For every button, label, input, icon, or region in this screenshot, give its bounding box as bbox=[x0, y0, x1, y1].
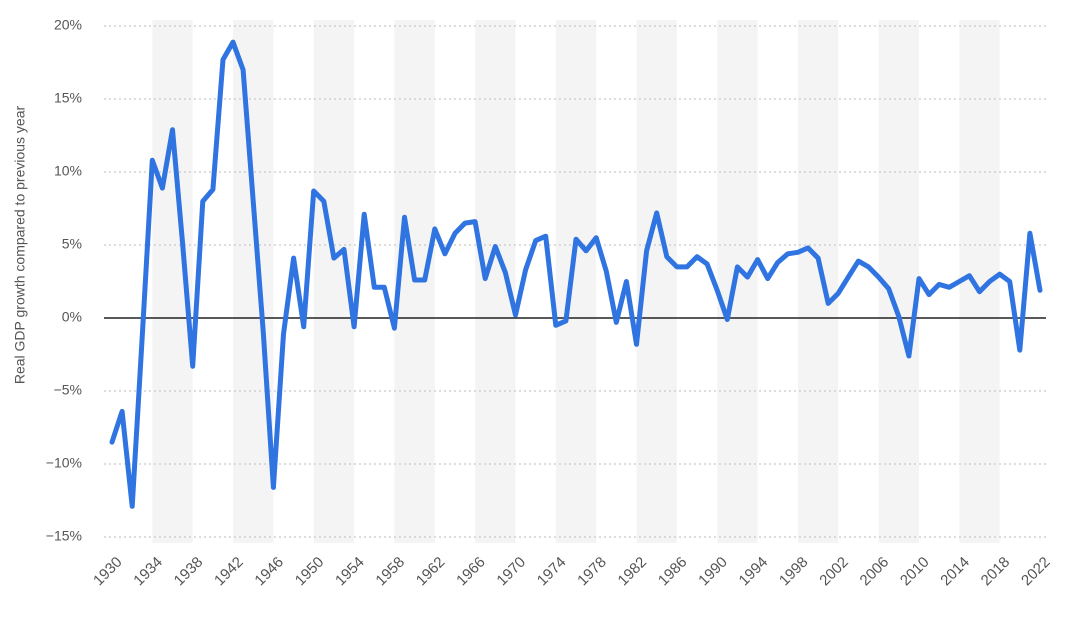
x-tick-label: 2014 bbox=[937, 554, 973, 590]
x-tick-label: 1942 bbox=[211, 554, 247, 590]
x-tick-label: 1982 bbox=[615, 554, 651, 590]
x-tick-label: 1970 bbox=[493, 554, 529, 590]
y-tick-label: 10% bbox=[54, 163, 82, 179]
x-tick-label: 2006 bbox=[857, 554, 893, 590]
x-tick-label: 1990 bbox=[695, 554, 731, 590]
x-tick-label: 2022 bbox=[1018, 554, 1054, 590]
band bbox=[555, 20, 597, 543]
band bbox=[717, 20, 758, 543]
y-axis-label: Real GDP growth compared to previous yea… bbox=[12, 106, 28, 385]
y-tick-label: 5% bbox=[62, 236, 82, 252]
data-line bbox=[109, 39, 1043, 509]
x-tick-label: 1934 bbox=[130, 554, 166, 590]
x-tick-label: 1954 bbox=[332, 554, 368, 590]
y-tick-label: 0% bbox=[62, 309, 82, 325]
x-tick-label: 1958 bbox=[372, 554, 408, 590]
x-tick-label: 1998 bbox=[776, 554, 812, 590]
band bbox=[797, 20, 839, 543]
band bbox=[233, 20, 274, 543]
x-tick-label: 2018 bbox=[978, 554, 1014, 590]
y-tick-label: −15% bbox=[46, 528, 82, 544]
bands bbox=[152, 20, 1000, 543]
x-tick-label: 2010 bbox=[897, 554, 933, 590]
x-tick-label: 1930 bbox=[90, 554, 126, 590]
y-tick-label: −5% bbox=[54, 382, 82, 398]
x-tick-label: 1966 bbox=[453, 554, 489, 590]
x-tick-label: 1974 bbox=[534, 554, 570, 590]
y-tick-label: −10% bbox=[46, 455, 82, 471]
x-tick-label: 1978 bbox=[574, 554, 610, 590]
x-tick-label: 1962 bbox=[413, 554, 449, 590]
y-tick-label: 15% bbox=[54, 90, 82, 106]
x-tick-label: 1946 bbox=[251, 554, 287, 590]
x-tick-label: 2002 bbox=[816, 554, 852, 590]
x-tick-label: 1994 bbox=[736, 554, 772, 590]
x-tick-label: 1950 bbox=[292, 554, 328, 590]
x-tick-label: 1938 bbox=[171, 554, 207, 590]
x-tick-label: 1986 bbox=[655, 554, 691, 590]
y-tick-label: 20% bbox=[54, 17, 82, 33]
